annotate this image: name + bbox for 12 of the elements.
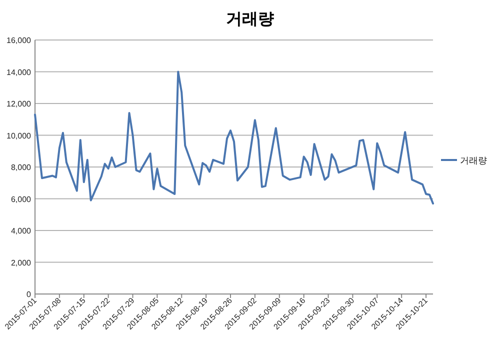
y-tick-label: 6,000	[10, 194, 32, 204]
y-tick-label: 4,000	[10, 226, 32, 236]
chart-title: 거래량	[226, 11, 274, 28]
line-series	[34, 70, 434, 205]
y-tick-label: 2,000	[10, 258, 32, 268]
legend-label: 거래량	[460, 156, 487, 166]
y-tick-label: 8,000	[10, 163, 32, 172]
y-tick-label: 10,000	[6, 131, 32, 140]
y-tick-label: 12,000	[6, 100, 32, 108]
y-tick-label: 0	[26, 290, 32, 299]
y-tick-label: 14,000	[6, 68, 32, 77]
y-tick-label: 16,000	[6, 36, 32, 45]
